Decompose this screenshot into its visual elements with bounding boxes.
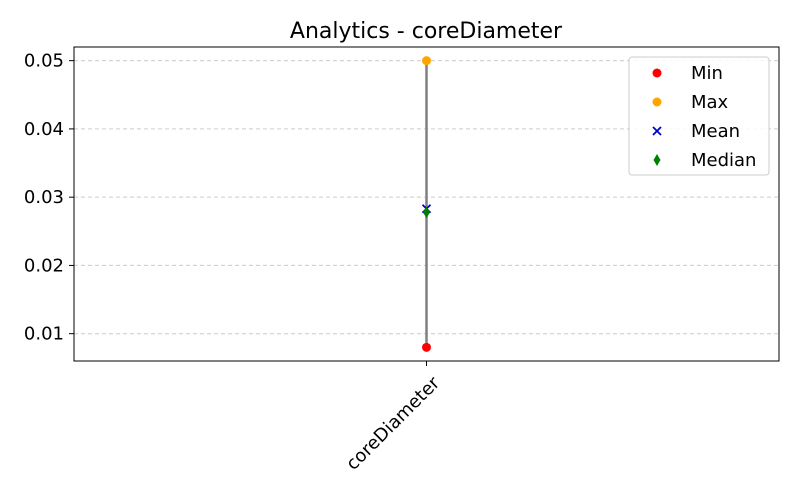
y-tick-label: 0.05	[24, 51, 64, 72]
legend-max-label: Max	[691, 92, 729, 113]
y-tick-label: 0.03	[24, 187, 64, 208]
median-marker	[423, 206, 430, 219]
y-tick-label: 0.04	[24, 119, 64, 140]
max-marker	[422, 56, 431, 66]
legend-median-marker	[653, 154, 661, 166]
y-axis-ticks: 0.01 0.02 0.03 0.04 0.05	[24, 51, 74, 345]
legend: Min Max Mean Median	[628, 56, 770, 176]
legend-frame	[628, 56, 770, 176]
y-tick-label: 0.01	[24, 324, 64, 345]
legend-mean-label: Mean	[691, 121, 740, 142]
legend-mean-marker	[652, 126, 662, 136]
y-tick-label: 0.02	[24, 255, 64, 276]
chart-title: Analytics - coreDiameter	[290, 19, 563, 44]
marker-stroke	[652, 126, 662, 136]
min-marker	[422, 342, 431, 352]
legend-min-label: Min	[691, 63, 723, 84]
legend-min-marker	[652, 68, 662, 78]
legend-max-marker	[652, 97, 662, 107]
legend-median-label: Median	[691, 150, 756, 171]
data-markers	[421, 56, 432, 352]
